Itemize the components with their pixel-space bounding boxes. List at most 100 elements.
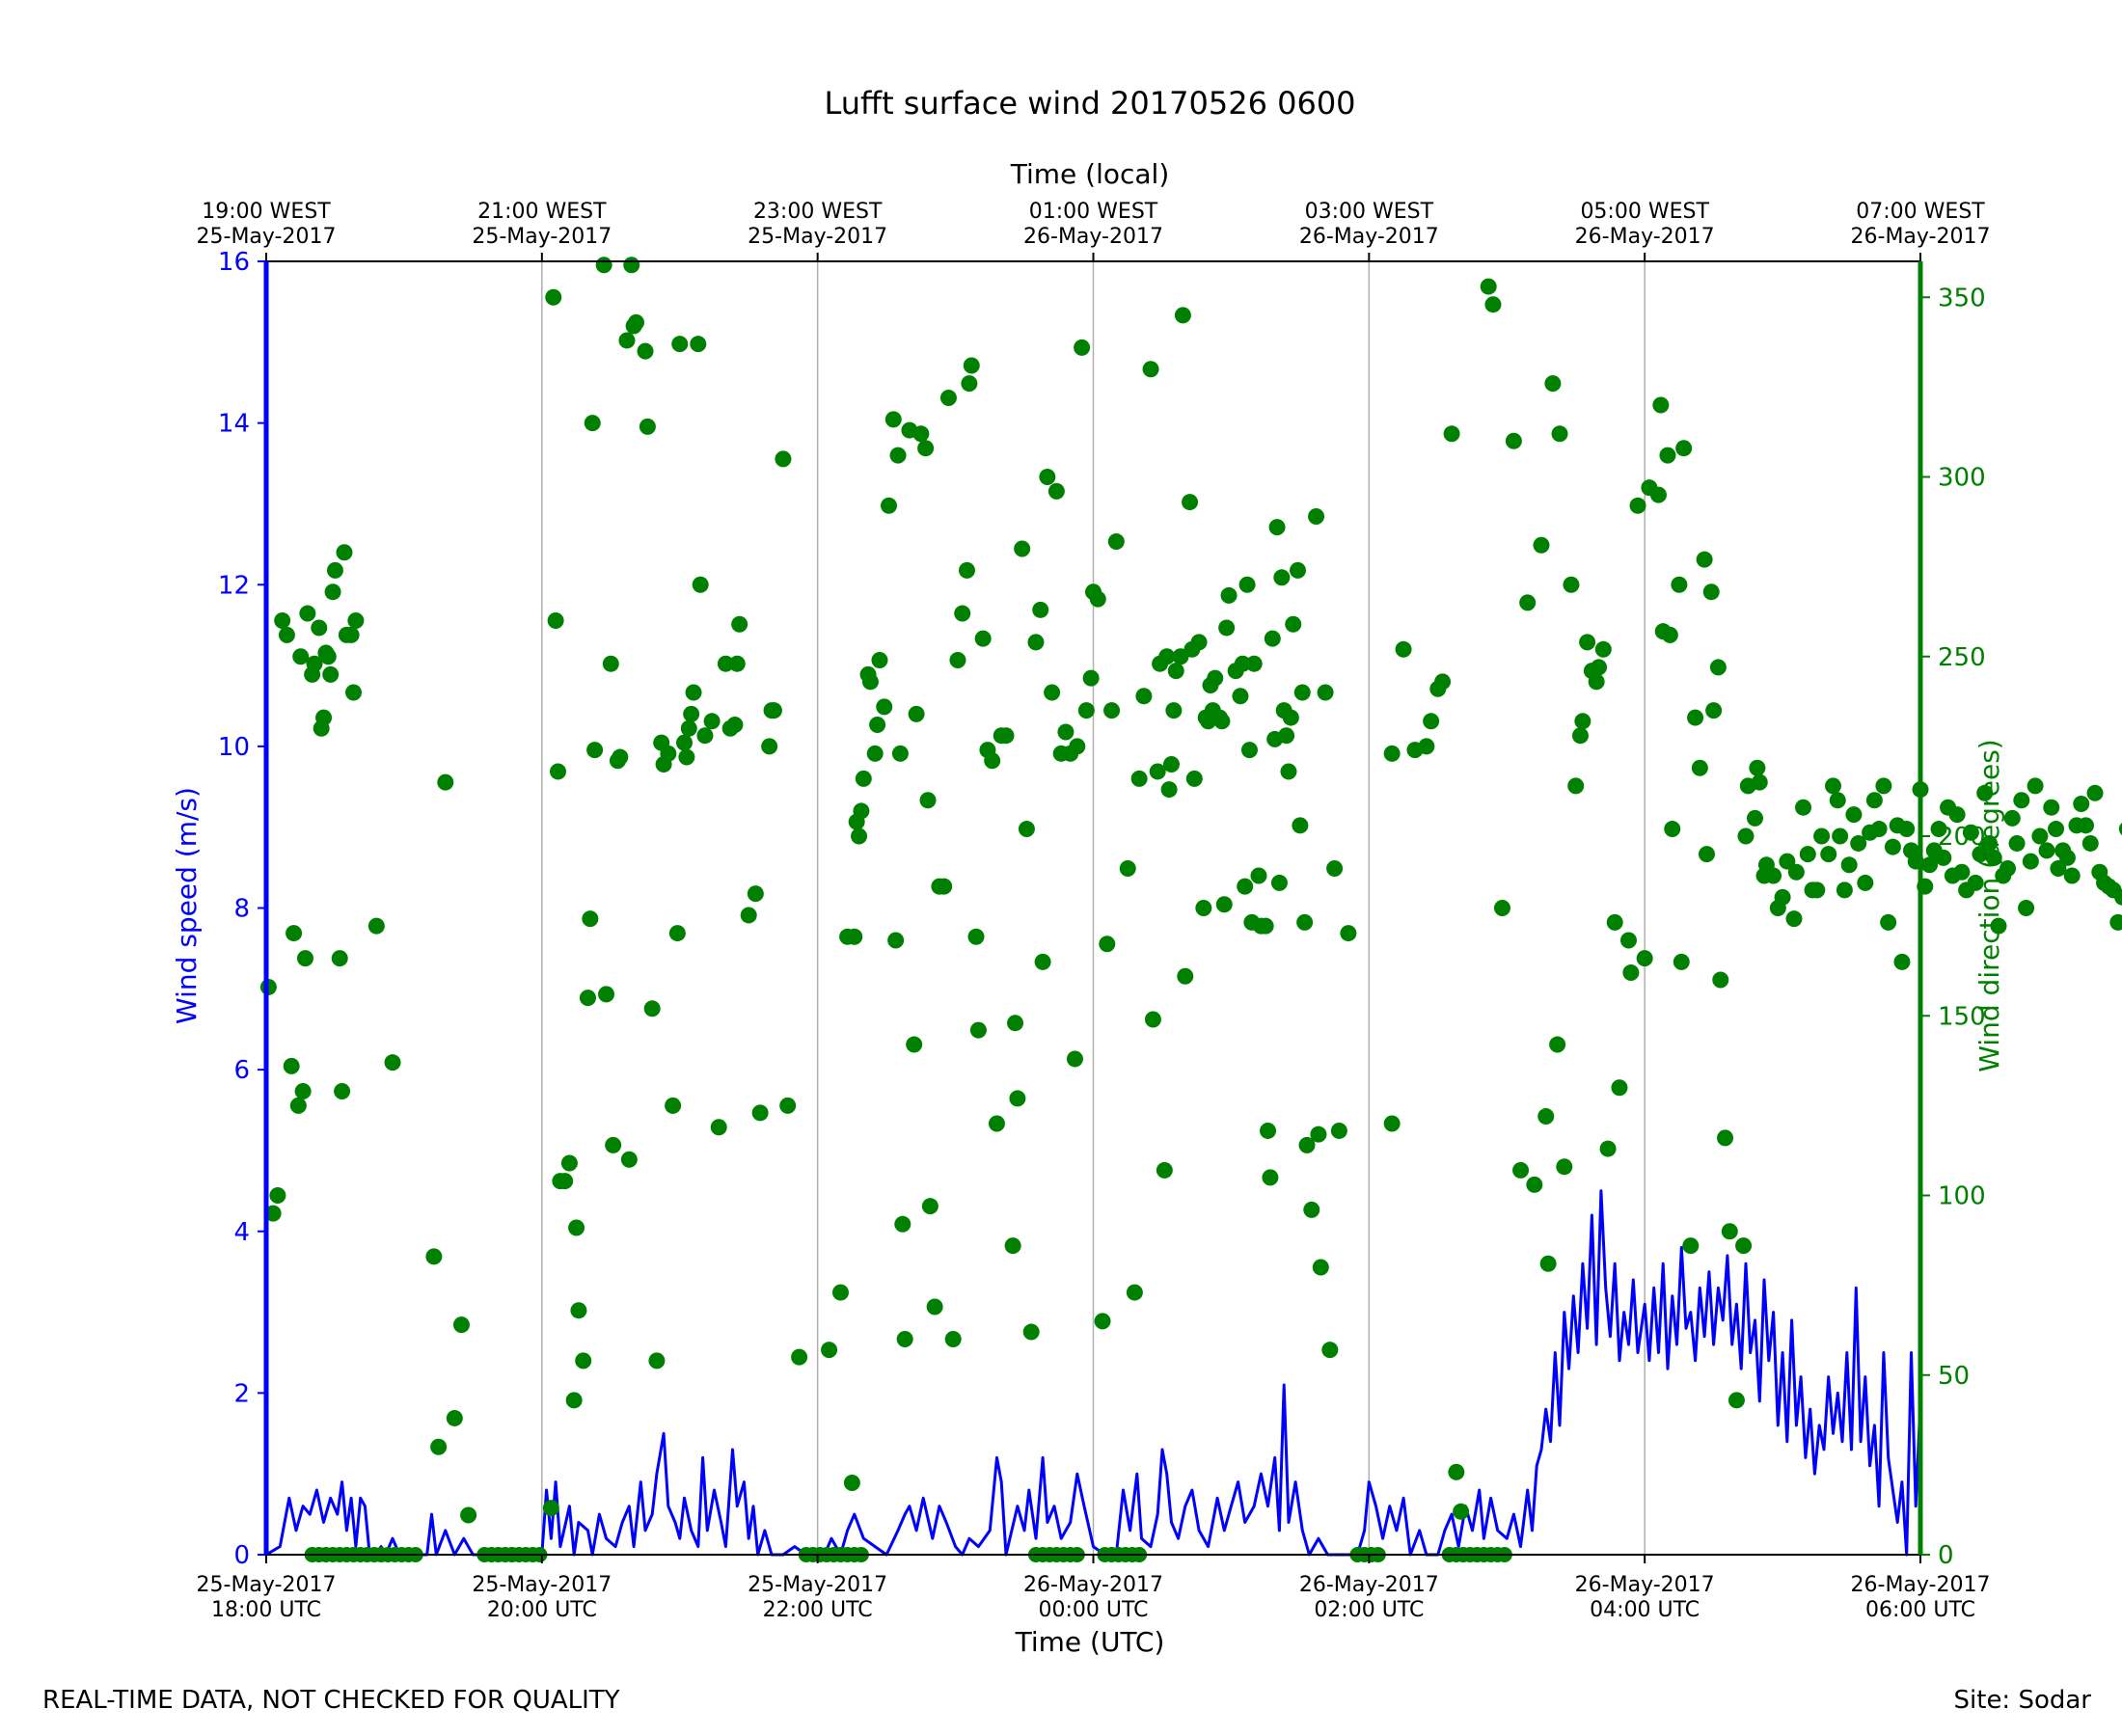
wind-direction-point (639, 418, 656, 435)
wind-direction-point (1032, 601, 1049, 618)
wind-direction-point (550, 763, 567, 780)
wind-direction-point (1298, 1136, 1316, 1153)
wind-direction-point (1296, 913, 1314, 931)
wind-direction-point (326, 561, 343, 579)
wind-direction-point (851, 827, 868, 845)
x-tick-label-local-time: 19:00 WEST (202, 200, 331, 224)
wind-direction-point (1702, 583, 1720, 601)
wind-direction-point (1099, 936, 1116, 953)
wind-direction-point (1948, 806, 1966, 824)
x-tick-label-local-time: 03:00 WEST (1305, 200, 1434, 224)
wind-direction-point (1158, 648, 1176, 665)
wind-direction-point (1785, 910, 1803, 928)
wind-direction-point (460, 1506, 477, 1524)
x-tick-label-local-date: 26-May-2017 (1851, 225, 1991, 249)
wind-direction-point (881, 497, 898, 514)
y-tick-label-left: 14 (218, 410, 250, 439)
wind-direction-point (1976, 784, 1994, 801)
wind-direction-point (618, 332, 636, 349)
wind-direction-point (1857, 874, 1874, 891)
wind-direction-point (643, 1000, 661, 1017)
wind-direction-point (2086, 784, 2104, 801)
wind-direction-point (437, 773, 454, 791)
wind-direction-point (2081, 834, 2099, 852)
top-axis-label: Time (local) (1010, 158, 1170, 190)
wind-direction-point (1448, 1463, 1465, 1480)
wind-direction-point (1213, 713, 1231, 730)
wind-direction-point (751, 1104, 769, 1122)
y-tick-label-right: 150 (1938, 1002, 1986, 1031)
wind-direction-point (1691, 759, 1708, 776)
wind-direction-point (1130, 770, 1148, 787)
y-tick-label-right: 200 (1938, 823, 1986, 852)
wind-direction-point (740, 907, 757, 924)
wind-direction-point (620, 1151, 638, 1168)
wind-direction-point (696, 727, 714, 745)
wind-direction-point (1512, 1161, 1530, 1179)
wind-direction-point (855, 770, 872, 787)
wind-direction-point (1443, 425, 1460, 443)
wind-direction-point (1870, 821, 1888, 838)
wind-direction-point (665, 1097, 682, 1114)
wind-direction-point (1418, 738, 1435, 755)
wind-direction-point (869, 717, 886, 734)
wind-direction-point (1599, 1140, 1617, 1157)
wind-direction-point (963, 357, 980, 374)
wind-direction-point (1673, 953, 1690, 970)
wind-direction-point (1898, 821, 1916, 838)
wind-direction-point (1177, 967, 1194, 985)
wind-direction-point (921, 1198, 939, 1215)
wind-direction-point (1292, 817, 1309, 834)
wind-direction-point (1709, 659, 1727, 676)
wind-direction-point (1505, 432, 1522, 449)
wind-direction-point (322, 665, 340, 683)
wind-direction-point (710, 1119, 727, 1136)
wind-direction-point (565, 1392, 583, 1409)
wind-direction-point (1167, 663, 1184, 680)
wind-direction-point (1579, 634, 1596, 651)
y-tick-label-left: 2 (233, 1379, 250, 1408)
wind-direction-point (586, 742, 604, 759)
wind-direction-point (2022, 853, 2039, 870)
wind-direction-point (997, 727, 1015, 745)
wind-direction-point (1751, 773, 1768, 791)
wind-direction-point (969, 1021, 987, 1039)
wind-direction-point (1207, 669, 1224, 687)
wind-direction-point (1395, 640, 1412, 658)
wind-direction-point (1278, 727, 1295, 745)
wind-direction-point (685, 684, 702, 701)
y-tick-label-left: 10 (218, 733, 250, 762)
wind-direction-point (568, 1219, 585, 1236)
wind-direction-point (1921, 856, 1939, 874)
wind-direction-point (1735, 1237, 1753, 1255)
wind-direction-point (1293, 684, 1311, 701)
wind-direction-point (1865, 792, 1883, 809)
wind-direction-point (1774, 888, 1791, 906)
x-tick-label-date: 25-May-2017 (472, 1573, 612, 1597)
wind-direction-point (692, 576, 709, 593)
wind-direction-point (1574, 713, 1592, 730)
wind-direction-point (1588, 673, 1605, 691)
wind-direction-point (269, 1187, 286, 1204)
x-tick-label-time: 18:00 UTC (211, 1598, 321, 1622)
wind-direction-point (292, 648, 310, 665)
wind-direction-point (579, 990, 596, 1007)
wind-direction-point (1664, 821, 1681, 838)
wind-direction-point (1824, 777, 1841, 795)
x-tick-label-local-date: 25-May-2017 (197, 225, 337, 249)
wind-direction-point (289, 1097, 307, 1114)
wind-direction-point (264, 1205, 282, 1222)
wind-direction-point (1556, 1158, 1573, 1176)
wind-direction-point (1308, 507, 1325, 525)
wind-direction-point (545, 288, 562, 306)
x-tick-label-date: 26-May-2017 (1575, 1573, 1715, 1597)
wind-direction-point (926, 1298, 943, 1316)
wind-direction-point (1174, 307, 1191, 324)
wind-direction-point (2073, 795, 2090, 812)
wind-direction-point (1162, 756, 1180, 773)
x-tick-label-local-date: 26-May-2017 (1299, 225, 1439, 249)
wind-direction-point (1285, 615, 1302, 633)
x-tick-label-local-time: 01:00 WEST (1029, 200, 1158, 224)
wind-direction-point (1326, 860, 1344, 878)
wind-direction-point (1537, 1108, 1555, 1126)
